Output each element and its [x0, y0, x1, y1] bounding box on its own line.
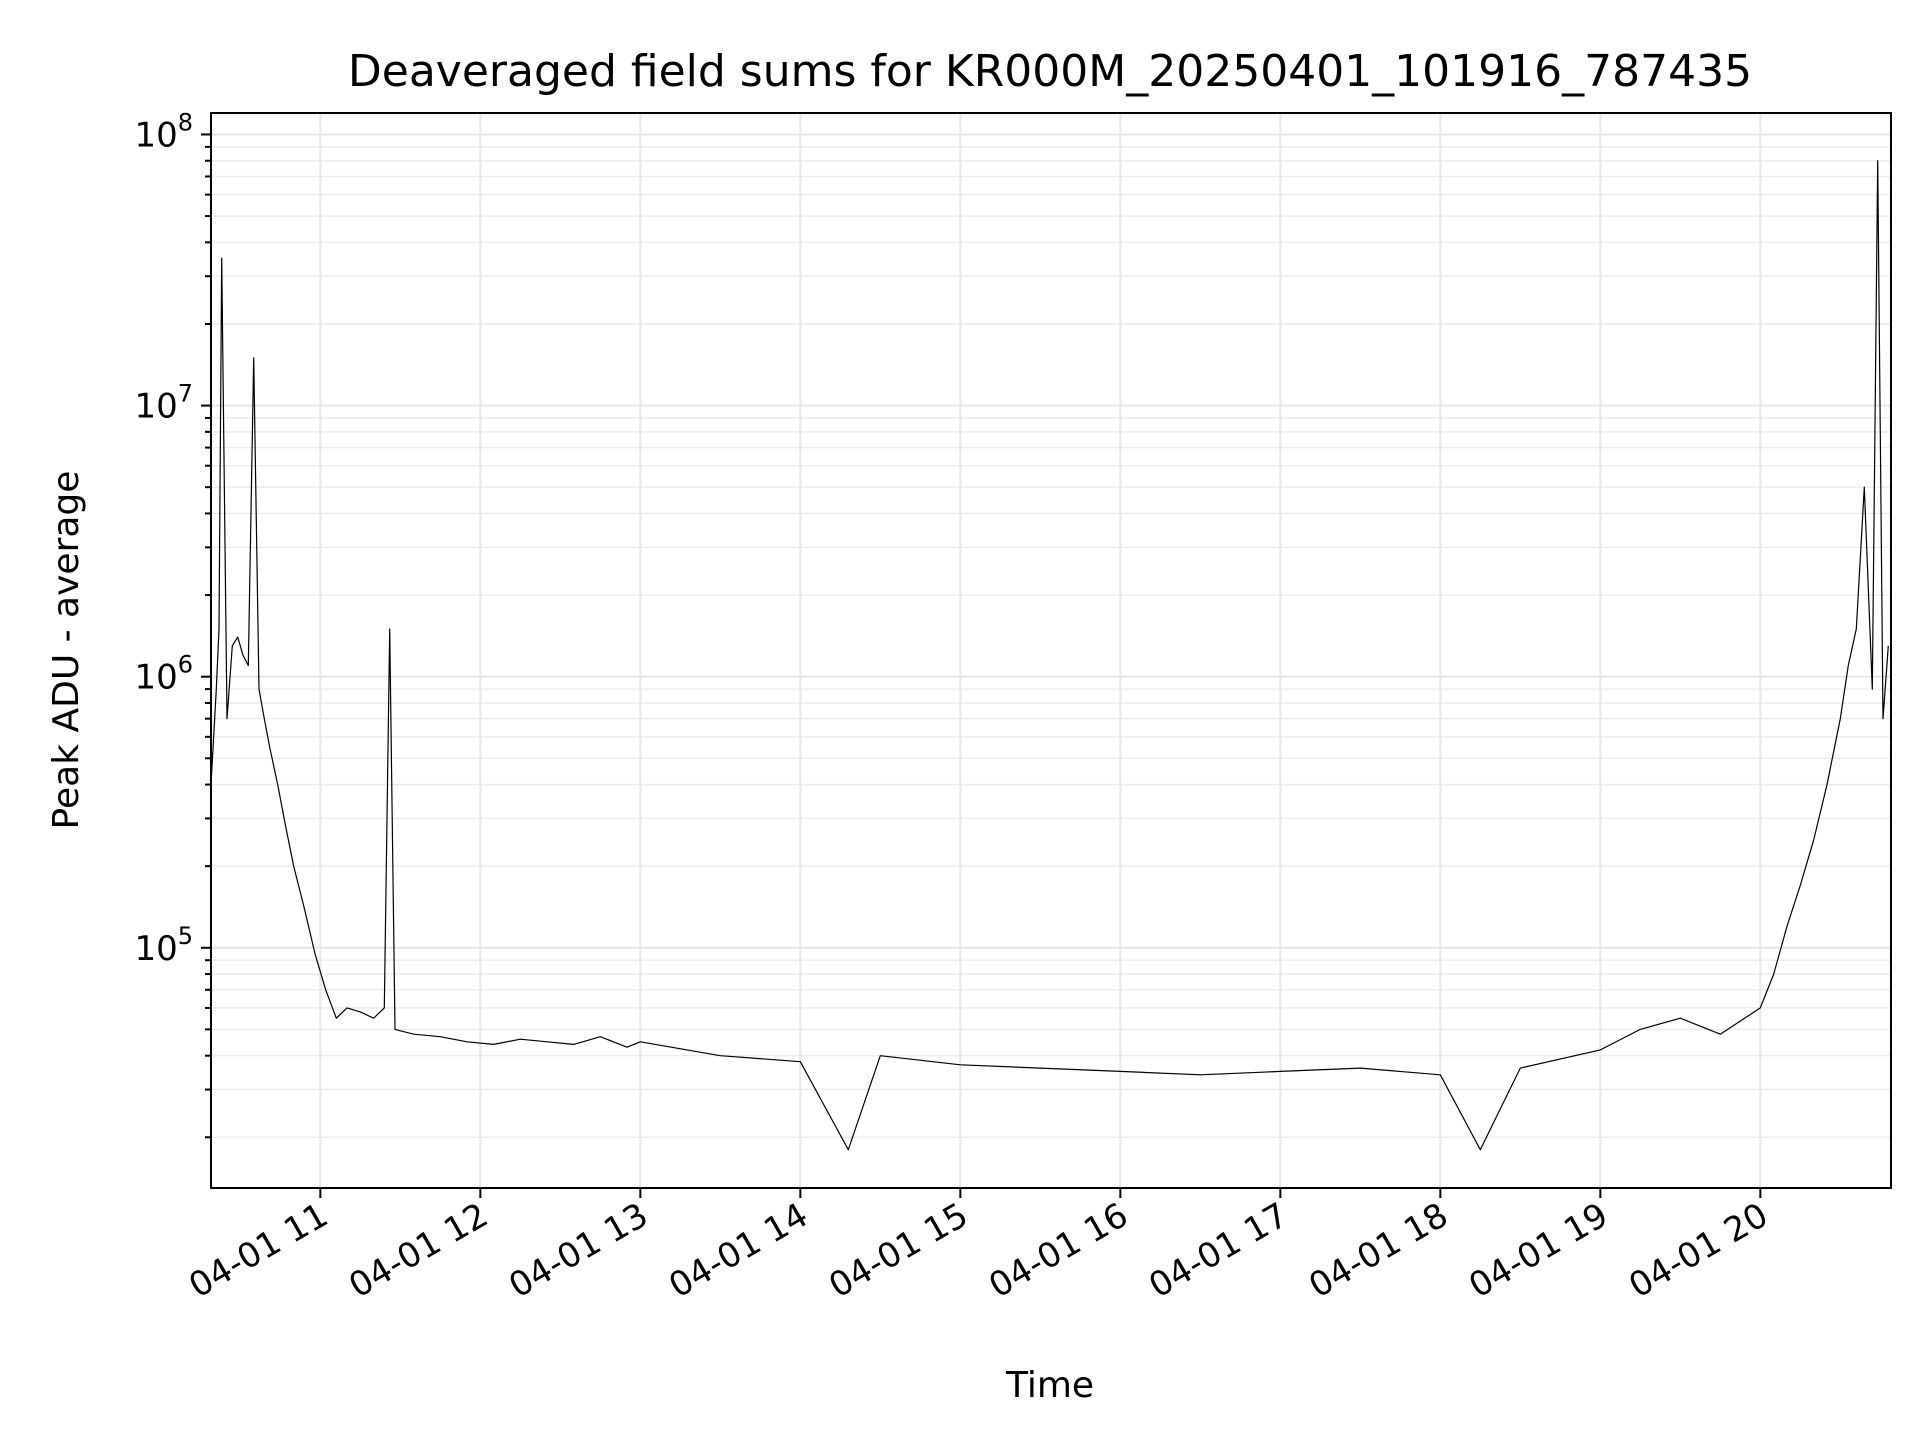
x-tick-label: 04-01 11 — [182, 1195, 334, 1306]
x-tick-label: 04-01 15 — [822, 1195, 974, 1306]
x-tick-label: 04-01 12 — [342, 1195, 494, 1306]
y-tick-label: 106 — [134, 651, 193, 698]
y-axis-ticks: 105 106 107 108 — [134, 108, 211, 1139]
y-tick-label: 108 — [134, 108, 193, 155]
x-tick-label: 04-01 16 — [982, 1195, 1134, 1306]
x-axis-ticks: 04-01 11 04-01 12 04-01 13 04-01 14 04-01 15… — [182, 1188, 1775, 1306]
x-tick-label: 04-01 13 — [502, 1195, 654, 1306]
x-tick-label: 04-01 19 — [1462, 1195, 1614, 1306]
x-tick-label: 04-01 18 — [1302, 1195, 1454, 1306]
x-axis-label: Time — [1005, 1365, 1094, 1406]
grid — [211, 113, 1891, 1188]
x-tick-label: 04-01 14 — [662, 1195, 814, 1306]
plot-frame — [210, 112, 1892, 1189]
x-tick-label: 04-01 17 — [1142, 1195, 1294, 1306]
x-tick-label: 04-01 20 — [1622, 1195, 1774, 1306]
series-layer — [210, 160, 1889, 1151]
y-axis-label: Peak ADU - average — [46, 471, 87, 830]
y-tick-label: 105 — [134, 922, 193, 969]
y-tick-label: 107 — [134, 380, 193, 427]
chart-title: Deaveraged field sums for KR000M_2025040… — [348, 46, 1752, 97]
series-line — [210, 160, 1889, 1151]
